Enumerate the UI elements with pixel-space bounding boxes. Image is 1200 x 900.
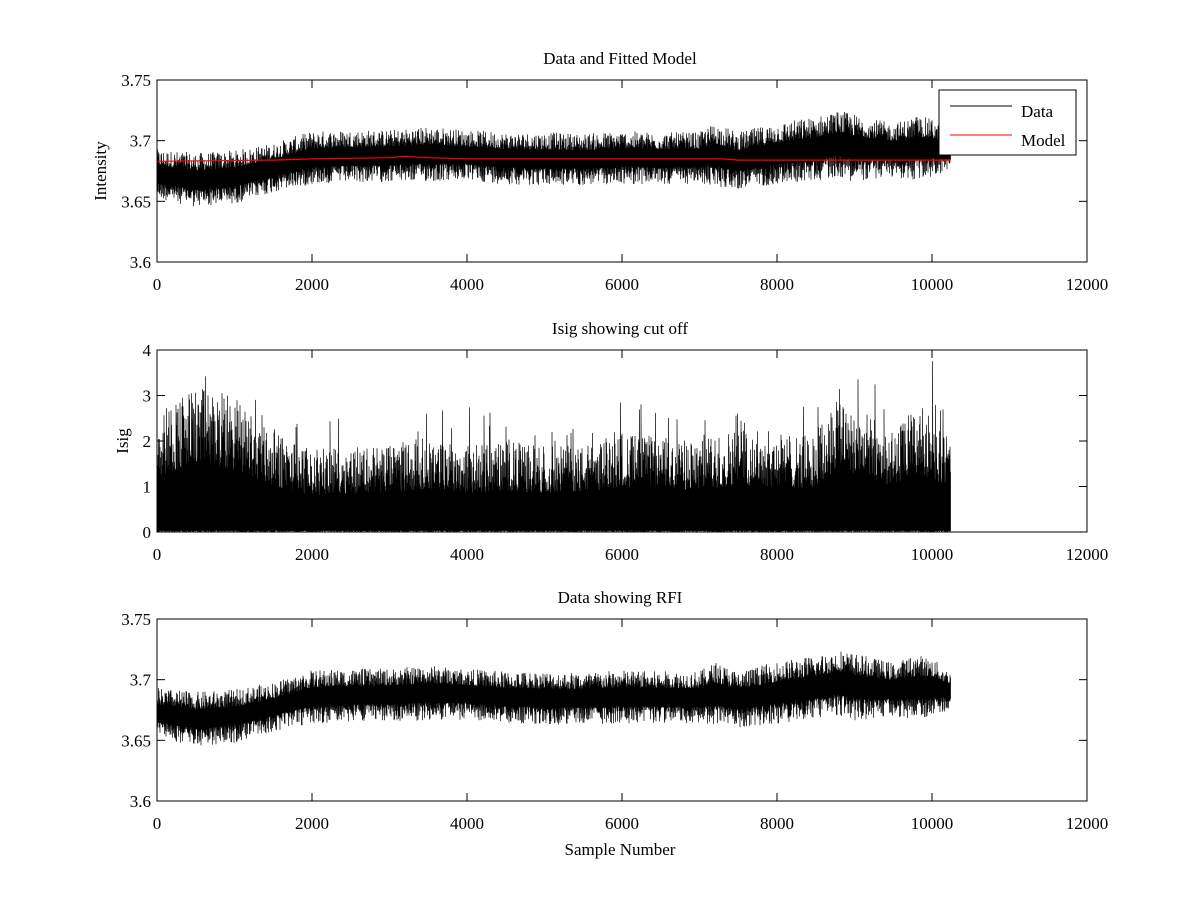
y-tick-label: 3.6 [130,253,151,272]
plot-panel-data-showing-rfi: Data showing RFI Sample Number 0 2000 4000… [121,588,1108,859]
x-tick-label: 10000 [911,545,954,564]
series-data-line [156,651,951,746]
y-tick-label: 3.65 [121,192,151,211]
y-tick-label: 3.75 [121,71,151,90]
plot-panel-isig-showing-cut-off: Isig showing cut off Isig 0 2000 4000 6000 8… [113,319,1108,564]
y-tick-label: 3 [143,387,152,406]
x-tick-label: 12000 [1066,275,1109,294]
x-tick-label: 4000 [450,814,484,833]
y-tick-label: 3.7 [130,671,152,690]
series-isig-line [156,361,951,533]
y-tick-label: 4 [143,341,152,360]
x-tick-label: 6000 [605,545,639,564]
x-tick-label: 12000 [1066,545,1109,564]
x-tick-label: 8000 [760,275,794,294]
y-tick-label: 3.6 [130,792,151,811]
x-tick-label: 8000 [760,545,794,564]
x-tick-label: 10000 [911,814,954,833]
x-tick-label: 6000 [605,814,639,833]
legend-label-data: Data [1021,102,1054,121]
y-axis-label: Isig [113,428,132,454]
y-tick-label: 3.65 [121,731,151,750]
plot-panel-data-and-fitted-model: Data and Fitted Model Intensity 0 2000 400… [91,49,1108,294]
series-data-line [156,111,951,207]
x-tick-label: 4000 [450,545,484,564]
y-tick-label: 2 [143,432,152,451]
chart-title: Data and Fitted Model [543,49,697,68]
x-tick-label: 8000 [760,814,794,833]
x-tick-label: 12000 [1066,814,1109,833]
legend: Data Model [938,89,1077,156]
chart-title: Data showing RFI [558,588,683,607]
x-tick-label: 2000 [295,545,329,564]
x-tick-label: 10000 [911,275,954,294]
y-tick-label: 3.7 [130,132,152,151]
legend-box [938,89,1077,156]
x-tick-label: 2000 [295,275,329,294]
series-model-line [156,155,951,162]
plot-area: 0 2000 4000 6000 8000 10000 12000 0 1 2 3 4 [143,341,1109,564]
x-tick-label: 0 [153,275,162,294]
x-tick-label: 0 [153,814,162,833]
plot-area: 0 2000 4000 6000 8000 10000 12000 3.6 3.65 3.7 3.7… [121,71,1108,294]
chart-title: Isig showing cut off [552,319,688,338]
y-axis-label: Intensity [91,141,110,201]
legend-label-model: Model [1021,131,1066,150]
y-tick-label: 0 [143,523,152,542]
x-tick-label: 0 [153,545,162,564]
x-tick-label: 4000 [450,275,484,294]
x-tick-label: 6000 [605,275,639,294]
plot-area: 0 2000 4000 6000 8000 10000 12000 3.6 3.65 3.7 3.7… [121,610,1108,833]
x-axis-label: Sample Number [565,840,676,859]
x-tick-label: 2000 [295,814,329,833]
y-tick-label: 1 [143,478,152,497]
y-tick-label: 3.75 [121,610,151,629]
